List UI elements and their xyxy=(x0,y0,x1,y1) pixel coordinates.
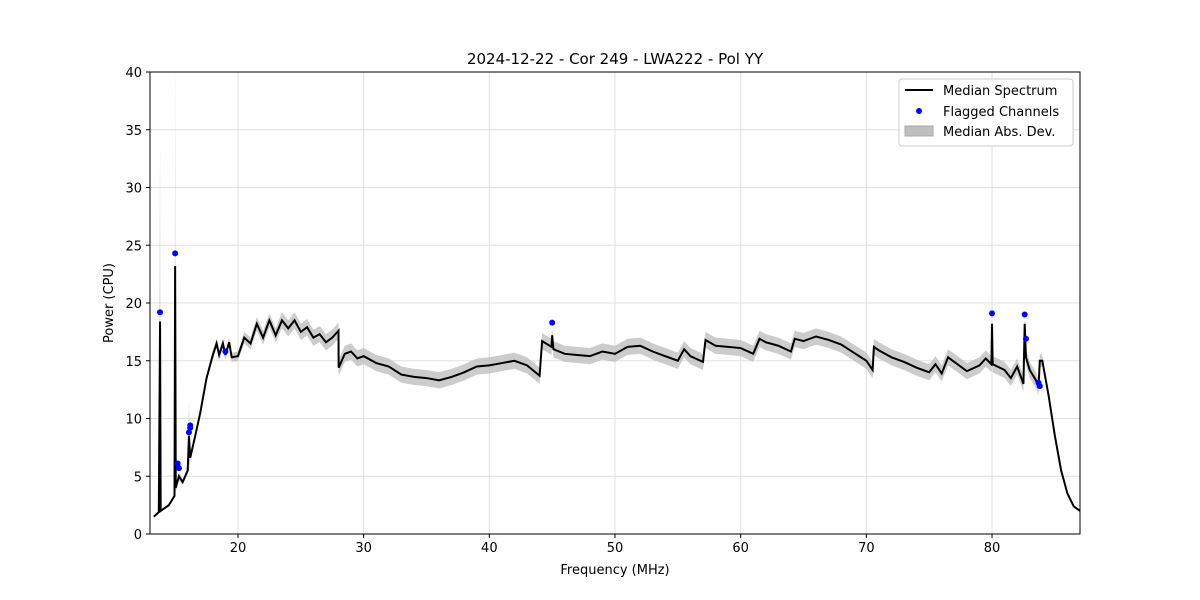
x-tick-label: 50 xyxy=(607,541,624,556)
flagged-channel-point xyxy=(1036,383,1043,390)
flagged-channel-point xyxy=(174,460,181,467)
legend-entry: Flagged Channels xyxy=(943,105,1059,120)
x-axis-label: Frequency (MHz) xyxy=(560,563,669,578)
y-tick-label: 5 xyxy=(134,470,142,485)
legend-band-swatch xyxy=(904,125,934,137)
flagged-channel-point xyxy=(1021,311,1028,318)
legend-entry: Median Abs. Dev. xyxy=(943,125,1055,140)
legend: Median Spectrum Flagged Channels Median … xyxy=(898,78,1074,147)
x-tick-label: 60 xyxy=(732,541,749,556)
flagged-points xyxy=(157,250,1043,472)
flagged-channel-point xyxy=(185,429,192,436)
y-axis-label: Power (CPU) xyxy=(102,263,117,343)
x-tick-label: 30 xyxy=(355,541,372,556)
y-tick-label: 10 xyxy=(125,413,142,428)
x-tick-label: 40 xyxy=(481,541,498,556)
flagged-channel-point xyxy=(175,465,182,472)
flagged-channel-point xyxy=(989,310,996,317)
y-tick-label: 15 xyxy=(125,355,142,370)
x-tick-label: 80 xyxy=(984,541,1001,556)
legend-point-swatch xyxy=(916,108,922,114)
flagged-channel-point xyxy=(549,319,556,326)
legend-entry: Median Spectrum xyxy=(943,84,1057,99)
flagged-channel-point xyxy=(157,309,164,316)
y-tick-label: 30 xyxy=(125,182,142,197)
y-tick-label: 35 xyxy=(125,124,142,139)
x-tick-label: 20 xyxy=(230,541,247,556)
flagged-channel-point xyxy=(222,348,229,355)
median-spectrum-line xyxy=(153,266,1080,518)
y-tick-label: 25 xyxy=(125,239,142,254)
chart-title: 2024-12-22 - Cor 249 - LWA222 - Pol YY xyxy=(467,50,764,68)
flagged-channel-point xyxy=(172,250,179,257)
flagged-channel-point xyxy=(187,422,194,429)
x-tick-label: 70 xyxy=(858,541,875,556)
y-tick-label: 0 xyxy=(134,528,142,543)
ticks: 20 30 40 50 60 70 80 0 5 10 15 20 25 30 35 40 xyxy=(125,66,1000,556)
y-tick-label: 40 xyxy=(125,66,142,81)
flagged-channel-point xyxy=(1022,335,1029,342)
y-tick-label: 20 xyxy=(125,297,142,312)
